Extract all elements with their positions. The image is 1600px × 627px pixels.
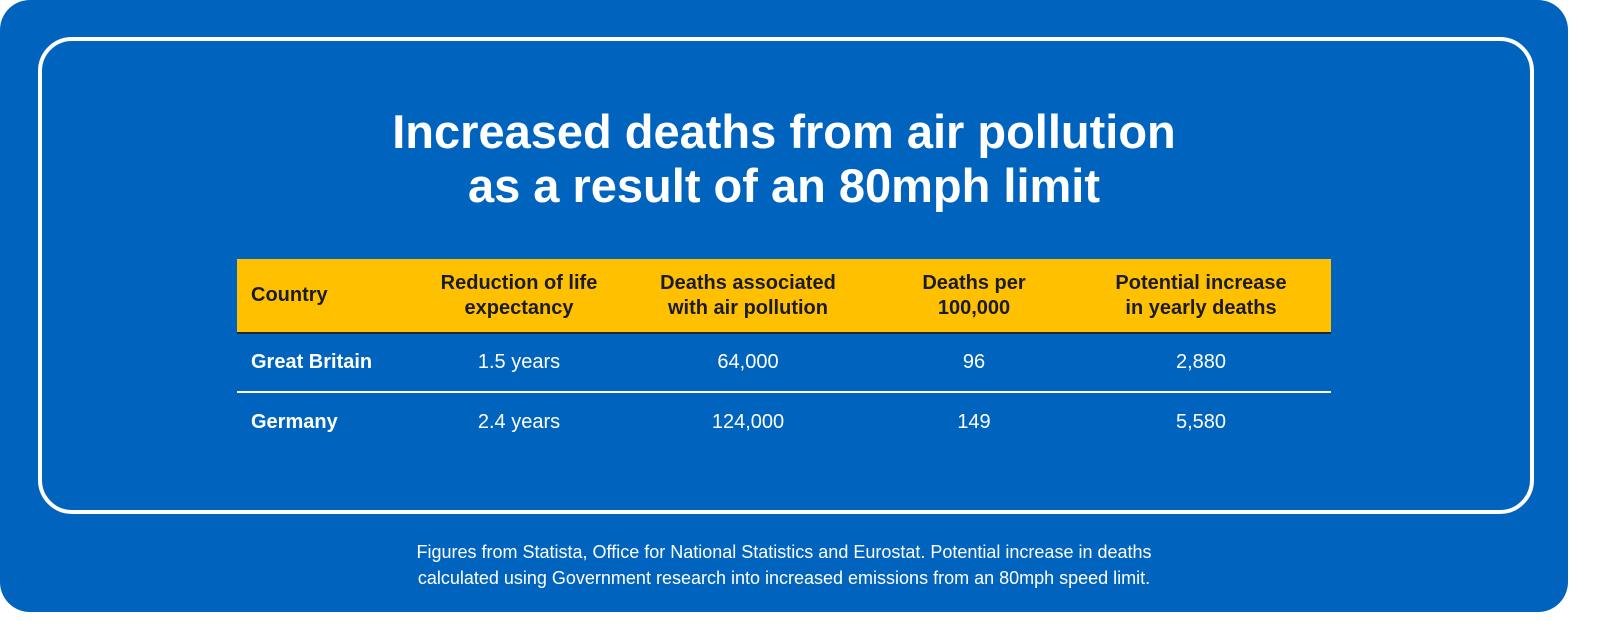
footnote-line: Figures from Statista, Office for Nation…: [416, 542, 1152, 562]
header-text: in yearly deaths: [1125, 296, 1277, 319]
header-cell: Potential increase in yearly deaths: [1101, 259, 1301, 332]
title-line: Increased deaths from air pollution: [392, 105, 1176, 158]
table-cell: 149: [957, 411, 991, 433]
header-text: Reduction of life: [440, 271, 598, 294]
card: Increased deaths from air pollution as a…: [0, 0, 1568, 612]
table-cell: 5,580: [1175, 411, 1227, 433]
table-cell: 1.5 years: [477, 351, 561, 373]
header-row: Country Reduction of life expectancy Deaths…: [237, 259, 1331, 334]
table-cell: 2.4 years: [477, 411, 561, 433]
header-text: with air pollution: [668, 296, 828, 319]
table-cell: Germany: [251, 411, 338, 433]
table-cell: Great Britain: [251, 351, 373, 373]
header-text: Deaths per: [922, 271, 1026, 294]
header-cell: Country: [251, 259, 411, 332]
header-text: 100,000: [937, 296, 1011, 319]
table-cell: 124,000: [711, 411, 785, 433]
table-row: Great Britain 1.5 years 64,000 96 2,880: [237, 334, 1331, 393]
header-text: expectancy: [464, 296, 574, 319]
header-cell: Reduction of life expectancy: [419, 259, 619, 332]
table: Country Reduction of life expectancy Deaths…: [237, 259, 1331, 452]
header-cell: Deaths associated with air pollution: [648, 259, 848, 332]
header-text: Country: [251, 284, 328, 306]
title-line: as a result of an 80mph limit: [467, 159, 1101, 212]
footnote-line: calculated using Government research int…: [417, 568, 1151, 588]
header-text: Potential increase: [1115, 271, 1287, 294]
table-cell: 96: [962, 351, 986, 373]
table-row: Germany 2.4 years 124,000 149 5,580: [237, 393, 1331, 452]
table-cell: 64,000: [717, 351, 779, 373]
table-cell: 2,880: [1175, 351, 1227, 373]
frame: [38, 37, 1534, 514]
header-text: Deaths associated: [660, 271, 836, 294]
header-cell: Deaths per 100,000: [874, 259, 1074, 332]
